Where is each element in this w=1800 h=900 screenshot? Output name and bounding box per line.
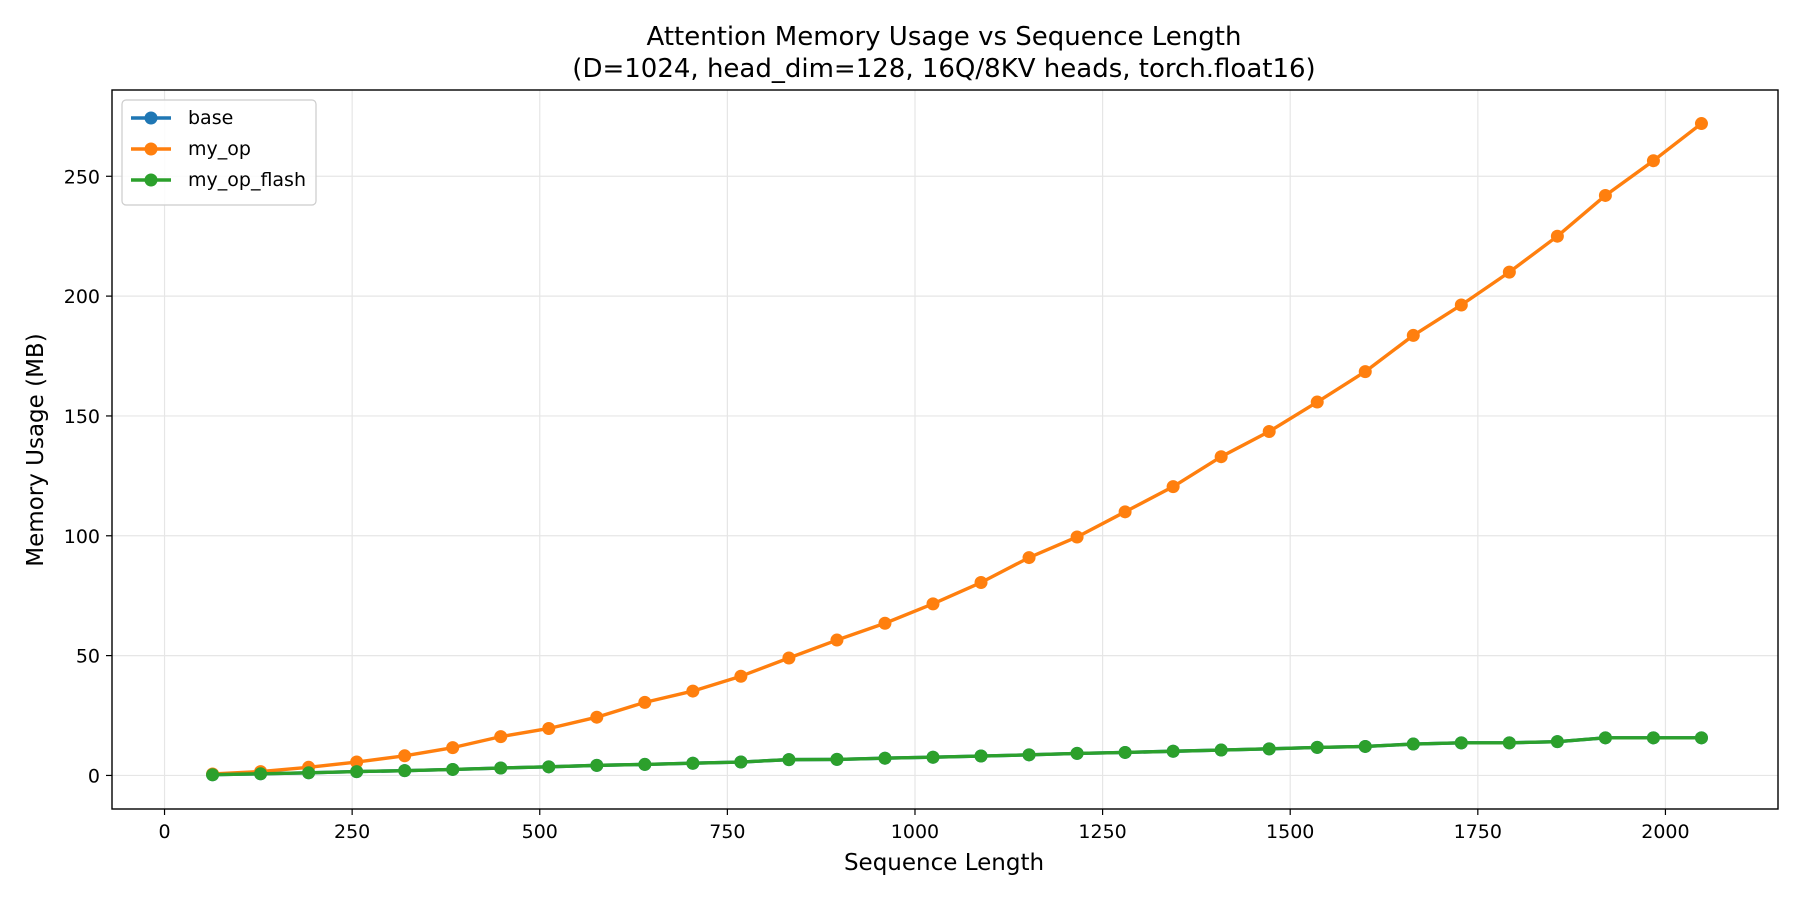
series-line-my_op	[210, 121, 1704, 776]
data-point-my_op	[1214, 450, 1228, 464]
data-point-my_op_flash	[446, 762, 460, 776]
legend: base my_op my_op_flash	[121, 99, 317, 206]
legend-label: my_op_flash	[188, 169, 306, 191]
legend-marker-base	[144, 111, 158, 125]
series-line-my_op_flash	[210, 736, 1704, 777]
data-point-my_op	[1454, 298, 1468, 312]
data-point-my_op	[1022, 551, 1036, 565]
legend-label: my_op	[188, 138, 251, 160]
data-point-my_op	[1358, 365, 1372, 379]
y-tick-label: 250	[64, 166, 100, 188]
x-tick-label: 750	[709, 821, 745, 843]
data-point-my_op_flash	[254, 767, 268, 781]
data-point-my_op	[1166, 480, 1180, 494]
data-point-my_op_flash	[686, 756, 700, 770]
data-point-my_op_flash	[302, 766, 316, 780]
y-tick-label: 200	[64, 286, 100, 308]
legend-label: base	[188, 107, 233, 129]
data-point-my_op	[1262, 425, 1276, 439]
data-point-my_op_flash	[638, 757, 652, 771]
plot-frame	[111, 89, 1779, 810]
data-point-my_op	[1502, 265, 1516, 279]
data-point-my_op_flash	[590, 758, 604, 772]
data-point-my_op_flash	[494, 761, 508, 775]
legend-marker-my_op_flash	[144, 173, 158, 187]
data-point-my_op_flash	[1502, 736, 1516, 750]
data-point-my_op_flash	[1694, 731, 1708, 745]
data-point-my_op	[686, 684, 700, 698]
data-point-my_op_flash	[734, 755, 748, 769]
data-point-my_op_flash	[1214, 743, 1228, 757]
y-tick-label: 50	[76, 646, 100, 668]
data-point-my_op	[1550, 229, 1564, 243]
data-point-my_op	[734, 669, 748, 683]
data-point-my_op_flash	[1166, 744, 1180, 758]
x-tick-label: 1500	[1266, 821, 1314, 843]
plot-area	[112, 90, 1778, 809]
x-tick-label: 250	[334, 821, 370, 843]
data-point-my_op	[974, 576, 988, 590]
data-point-my_op	[1598, 188, 1612, 202]
data-point-my_op_flash	[926, 750, 940, 764]
data-point-my_op_flash	[542, 760, 556, 774]
x-tick-label: 1250	[1078, 821, 1126, 843]
data-point-my_op_flash	[1118, 745, 1132, 759]
data-point-my_op_flash	[1070, 746, 1084, 760]
data-point-my_op	[590, 710, 604, 724]
data-point-my_op_flash	[878, 751, 892, 765]
y-tick-label: 150	[64, 406, 100, 428]
data-point-my_op	[542, 721, 556, 735]
x-axis-label: Sequence Length	[844, 850, 1044, 876]
data-point-my_op	[350, 755, 364, 769]
data-point-my_op_flash	[398, 764, 412, 778]
data-point-my_op	[1118, 505, 1132, 519]
x-tick-label: 2000	[1641, 821, 1689, 843]
data-point-my_op_flash	[1454, 736, 1468, 750]
data-point-my_op	[926, 597, 940, 611]
x-tick-label: 1750	[1454, 821, 1502, 843]
data-point-my_op	[1310, 395, 1324, 409]
data-point-my_op	[494, 730, 508, 744]
data-point-my_op	[1694, 117, 1708, 131]
data-point-my_op_flash	[782, 753, 796, 767]
data-point-my_op_flash	[1262, 742, 1276, 756]
data-point-my_op	[1646, 154, 1660, 168]
data-point-my_op	[446, 741, 460, 755]
chart-title: Attention Memory Usage vs Sequence Lengt…	[647, 22, 1242, 52]
data-point-my_op	[878, 616, 892, 630]
x-tick-label: 0	[158, 821, 170, 843]
data-point-my_op	[1406, 328, 1420, 342]
data-point-my_op_flash	[974, 749, 988, 763]
data-point-my_op_flash	[1358, 739, 1372, 753]
data-point-my_op_flash	[1022, 748, 1036, 762]
data-point-my_op_flash	[350, 765, 364, 779]
data-point-my_op	[782, 651, 796, 665]
y-axis-label: Memory Usage (MB)	[23, 333, 49, 566]
data-point-my_op	[1070, 530, 1084, 544]
data-point-my_op	[638, 695, 652, 709]
y-tick-label: 100	[64, 526, 100, 548]
data-point-my_op_flash	[206, 768, 220, 782]
data-point-my_op_flash	[1646, 731, 1660, 745]
legend-marker-my_op	[144, 142, 158, 156]
data-point-my_op_flash	[1598, 731, 1612, 745]
data-point-my_op	[830, 633, 844, 647]
x-tick-label: 500	[522, 821, 558, 843]
data-point-my_op_flash	[830, 752, 844, 766]
data-point-my_op_flash	[1550, 735, 1564, 749]
x-tick-label: 1000	[891, 821, 939, 843]
data-point-my_op_flash	[1310, 740, 1324, 754]
y-tick-label: 0	[88, 765, 100, 787]
chart-subtitle: (D=1024, head_dim=128, 16Q/8KV heads, to…	[572, 54, 1315, 84]
data-point-my_op_flash	[1406, 737, 1420, 751]
data-point-my_op	[398, 749, 412, 763]
